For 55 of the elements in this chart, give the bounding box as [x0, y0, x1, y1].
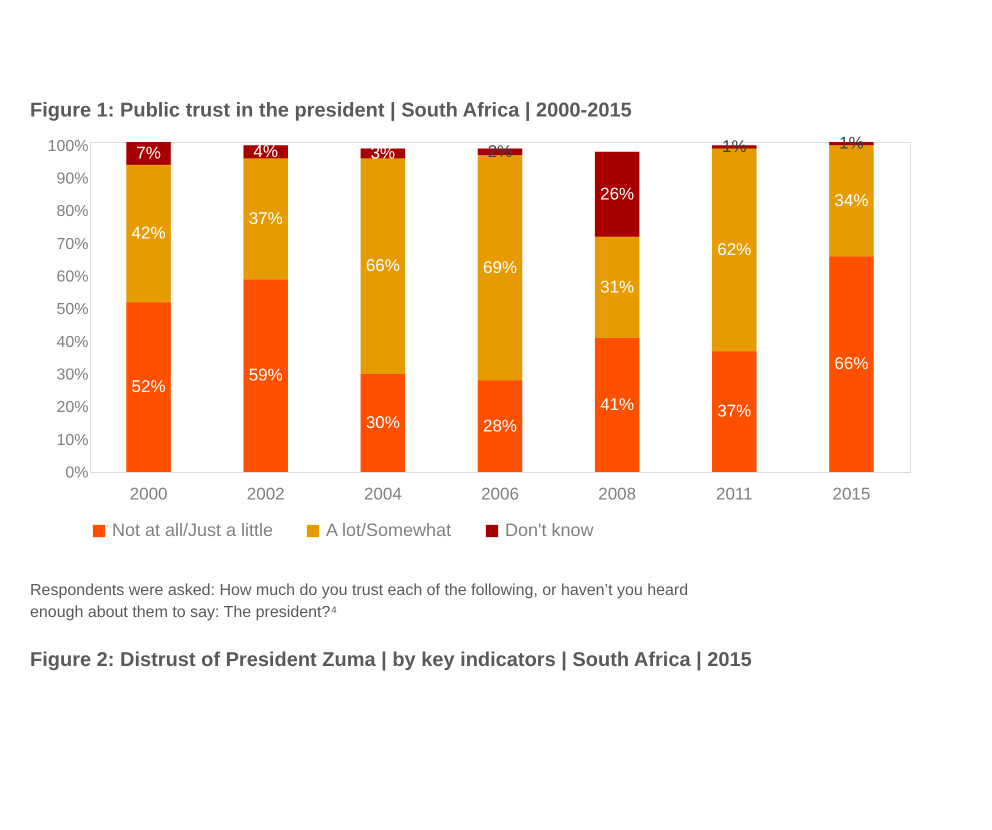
- data-label: 7%: [136, 143, 161, 162]
- bar: [829, 256, 874, 472]
- data-label: 66%: [366, 256, 400, 276]
- bar: [360, 374, 406, 472]
- y-tick-label: 90%: [56, 170, 88, 188]
- y-tick-label: 70%: [56, 236, 88, 253]
- data-label: 52%: [132, 377, 166, 396]
- y-tick-label: 80%: [56, 203, 88, 220]
- y-tick-label: 20%: [56, 399, 88, 416]
- x-tick-label: 2011: [716, 484, 753, 504]
- y-tick-label: 50%: [56, 301, 88, 318]
- data-label: 37%: [248, 208, 283, 228]
- bar: [594, 152, 640, 237]
- y-tick-label: 40%: [56, 334, 88, 351]
- y-tick-label: 0%: [65, 464, 88, 482]
- data-label: 66%: [834, 354, 868, 374]
- data-label: 31%: [600, 277, 634, 296]
- data-label: 1%: [839, 134, 864, 153]
- bar: [360, 158, 406, 374]
- bar: [712, 351, 757, 472]
- bar: [243, 279, 288, 472]
- data-label: 28%: [482, 416, 518, 436]
- data-label: 42%: [132, 223, 166, 242]
- chart-title: Figure 1: Public trust in the president | South Africa | 2000-2015: [30, 100, 632, 122]
- y-tick-label: 30%: [56, 366, 88, 384]
- data-label: 69%: [482, 258, 518, 277]
- x-tick-label: 2015: [832, 484, 870, 504]
- y-tick-label: 60%: [56, 268, 88, 286]
- bar: [126, 302, 171, 472]
- bar: [594, 338, 640, 472]
- bar: [478, 380, 522, 472]
- y-tick-label: 10%: [56, 432, 88, 449]
- x-tick-label: 2008: [598, 484, 636, 504]
- legend-label: Not at all/Just a little: [112, 520, 274, 540]
- data-label: 41%: [600, 395, 634, 414]
- x-tick-label: 2000: [130, 484, 168, 504]
- bar: [243, 158, 288, 280]
- bar: [126, 164, 171, 302]
- data-label: 37%: [717, 402, 752, 421]
- data-label: 34%: [834, 190, 868, 210]
- data-label: 1%: [722, 136, 747, 156]
- x-tick-label: 2002: [246, 484, 285, 504]
- caption: Figure 2: Distrust of President Zuma | by key indicators | South Africa | 2015: [30, 649, 752, 671]
- y-tick-label: 100%: [48, 138, 88, 155]
- text: Respondents were asked: How much do you trust each of the following, or haven’t you heard enough about them to say: The president?⁴: [30, 582, 688, 621]
- legend-label: A lot/Somewhat: [326, 520, 452, 540]
- data-label: 26%: [600, 184, 634, 204]
- bar: [594, 236, 640, 338]
- data-label: 62%: [717, 240, 752, 259]
- legend-label: Don't know: [505, 520, 594, 540]
- x-tick-label: 2004: [364, 484, 402, 504]
- data-label: 30%: [366, 412, 400, 432]
- x-tick-label: 2006: [481, 484, 519, 504]
- data-label: 59%: [248, 366, 283, 385]
- data-label: 4%: [253, 142, 278, 161]
